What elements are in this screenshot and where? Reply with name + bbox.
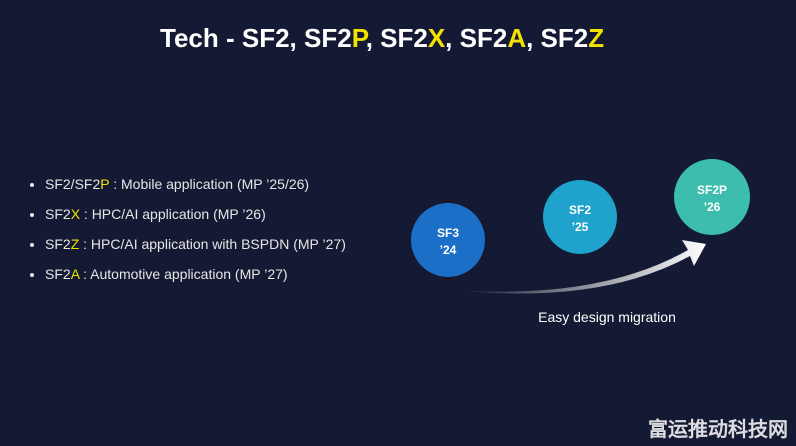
text-segment: SF2 xyxy=(45,236,71,252)
node-year: ’25 xyxy=(572,220,589,234)
text-segment: A xyxy=(507,23,526,53)
bullet-text: SF2Z : HPC/AI application with BSPDN (MP… xyxy=(45,236,346,252)
text-segment: , SF2 xyxy=(366,23,428,53)
bullet-text: SF2/SF2P : Mobile application (MP ’25/26… xyxy=(45,176,309,192)
text-segment: Z xyxy=(71,236,80,252)
bullet-text: SF2X : HPC/AI application (MP ’26) xyxy=(45,206,266,222)
text-segment: , SF2 xyxy=(526,23,588,53)
bullet-dot xyxy=(30,183,34,187)
text-segment: X xyxy=(71,206,81,222)
text-segment: X xyxy=(428,23,446,53)
node-circle xyxy=(674,159,750,235)
text-segment: Tech - SF2, SF2 xyxy=(160,23,352,53)
node-circle xyxy=(543,180,617,254)
caption: Easy design migration xyxy=(538,309,676,325)
content: Tech - SF2, SF2P, SF2X, SF2A, SF2ZSF2/SF… xyxy=(30,23,788,441)
text-segment: : HPC/AI application with BSPDN (MP ’27) xyxy=(79,236,346,252)
watermark: 富运推动科技网 xyxy=(648,417,788,441)
slide-title: Tech - SF2, SF2P, SF2X, SF2A, SF2Z xyxy=(160,23,604,53)
text-segment: P xyxy=(100,176,109,192)
node-label: SF2 xyxy=(569,203,591,217)
bullet-dot xyxy=(30,243,34,247)
text-segment: SF2/SF2 xyxy=(45,176,100,192)
bullet-dot xyxy=(30,273,34,277)
node-circle xyxy=(411,203,485,277)
node-label: SF3 xyxy=(437,226,459,240)
text-segment: SF2 xyxy=(45,206,71,222)
node-label: SF2P xyxy=(697,183,727,197)
text-segment: : Mobile application (MP ’25/26) xyxy=(109,176,309,192)
text-segment: SF2 xyxy=(45,266,71,282)
text-segment: Z xyxy=(588,23,604,53)
migration-arrow xyxy=(455,240,706,294)
text-segment: P xyxy=(352,23,369,53)
bullet-dot xyxy=(30,213,34,217)
text-segment: : Automotive application (MP ’27) xyxy=(79,266,287,282)
text-segment: , SF2 xyxy=(445,23,507,53)
node-year: ’24 xyxy=(440,243,457,257)
node-year: ’26 xyxy=(704,200,721,214)
text-segment: : HPC/AI application (MP ’26) xyxy=(80,206,266,222)
bullet-text: SF2A : Automotive application (MP ’27) xyxy=(45,266,288,282)
text-segment: A xyxy=(71,266,81,282)
